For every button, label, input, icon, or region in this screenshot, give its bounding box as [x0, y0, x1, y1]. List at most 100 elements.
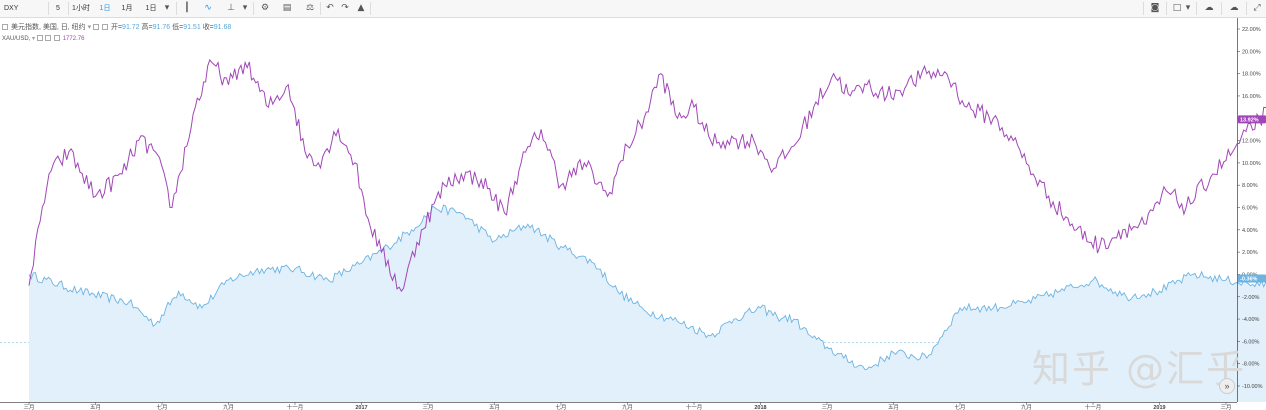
x-tick-label: 十一月 — [287, 403, 304, 410]
low-value: 91.51 — [183, 24, 201, 31]
low-label: 低= — [172, 24, 184, 31]
x-tick-label: 七月 — [954, 403, 965, 410]
chart-area[interactable]: 22.00%20.00%18.00%16.00%14.00%12.00%10.0… — [0, 18, 1266, 410]
compare-dropdown-icon[interactable]: ▾ — [32, 36, 36, 42]
y-tick-label: 12.00% — [1242, 139, 1261, 145]
cloud-upload-icon[interactable]: ☁ — [1229, 3, 1239, 13]
close-icon[interactable] — [54, 35, 61, 42]
toolbar-divider — [1166, 2, 1167, 15]
y-tick-label: 2.00% — [1242, 250, 1258, 256]
toolbar-divider — [68, 2, 69, 15]
dropdown-icon[interactable]: ▾ — [164, 3, 170, 13]
toolbar-divider — [320, 2, 321, 15]
x-tick-label: 三月 — [23, 404, 34, 410]
layout-icon[interactable]: □ — [1172, 3, 1182, 13]
dxy-area-layer — [0, 205, 1266, 402]
symbol-input[interactable] — [2, 2, 46, 15]
redo-icon[interactable]: ↷ — [341, 3, 349, 13]
x-tick-label: 2018 — [754, 405, 766, 410]
dropdown-icon[interactable]: ▾ — [242, 3, 248, 13]
x-tick-label: 五月 — [489, 404, 500, 410]
toolbar-divider — [1143, 2, 1144, 15]
dxy-area-fill — [29, 205, 1266, 402]
eye-icon[interactable] — [36, 35, 43, 42]
compare-series-title: XAU/USD, — [2, 36, 31, 42]
y-tick-label: 20.00% — [1242, 49, 1261, 55]
toolbar-divider — [253, 2, 254, 15]
x-tick-label: 三月 — [1220, 404, 1231, 410]
indicators-icon[interactable]: ∿ — [204, 3, 212, 13]
y-tick-label: 8.00% — [1242, 183, 1258, 189]
toolbar: 5 1小时 1日 1月 1日 ▾ ┃ ∿ ⊥ ▾ ⚙ ▤ ⚖ ↶ ↷ ▲ ◙ □… — [0, 0, 1266, 18]
y-tick-label: -10.00% — [1242, 384, 1263, 390]
y-tick-label: 16.00% — [1242, 94, 1261, 100]
legend-settings-icon[interactable]: ▾ — [87, 24, 92, 31]
y-tick-label: 10.00% — [1242, 161, 1261, 167]
settings-icon[interactable] — [45, 35, 52, 42]
toolbar-divider — [1246, 2, 1247, 15]
settings-icon[interactable] — [102, 24, 108, 31]
x-tick-label: 九月 — [1021, 403, 1032, 410]
close-value: 91.68 — [213, 24, 232, 31]
series-lines-layer — [28, 58, 1266, 370]
scroll-to-realtime-button[interactable]: » — [1219, 378, 1235, 394]
dxy-last-value-badge — [1238, 274, 1266, 283]
toolbar-divider — [370, 2, 371, 15]
x-tick-label: 七月 — [156, 403, 167, 410]
dxy-last-value-label: -0.36% — [1240, 276, 1258, 282]
x-tick-label: 2017 — [355, 405, 367, 410]
y-tick-label: -6.00% — [1242, 339, 1260, 345]
x-tick-label: 十一月 — [686, 403, 703, 410]
candle-style-icon[interactable]: ┃ — [184, 3, 190, 13]
alert-icon[interactable]: ▲ — [357, 3, 365, 13]
dxy-series-line — [28, 204, 1266, 370]
y-tick-label: 4.00% — [1242, 228, 1258, 234]
x-tick-label: 七月 — [555, 403, 566, 410]
toolbar-divider — [1221, 2, 1222, 15]
main-series-title: 美元指数, 美国, 日, 纽约 — [10, 24, 86, 31]
open-value: 91.72 — [122, 24, 140, 31]
toolbar-divider — [48, 2, 49, 15]
y-tick-label: 18.00% — [1242, 72, 1261, 78]
y-tick-label: 22.00% — [1242, 27, 1261, 33]
undo-icon[interactable]: ↶ — [326, 3, 334, 13]
collapse-legend-icon[interactable] — [2, 24, 8, 31]
watermark: 知乎 @汇乎 — [1032, 347, 1247, 391]
x-tick-label: 九月 — [622, 403, 633, 410]
toolbar-divider — [176, 2, 177, 15]
x-tick-label: 九月 — [223, 403, 234, 410]
timeframe-1m[interactable]: 1月 — [121, 5, 133, 12]
x-tick-label: 三月 — [821, 404, 832, 410]
open-label: 开= — [110, 24, 123, 31]
compare-series-value: 1772.76 — [62, 36, 85, 42]
main-series-legend: 美元指数, 美国, 日, 纽约 ▾ 开=91.72 高=91.76 低=91.5… — [2, 22, 231, 32]
dropdown-icon[interactable]: ▾ — [1185, 3, 1191, 13]
xauusd-series-line — [28, 58, 1266, 293]
timeframe-day[interactable]: 1日 — [145, 5, 157, 12]
xauusd-last-value-label: 13.92% — [1240, 117, 1259, 123]
compare-value[interactable]: 5 — [56, 5, 60, 12]
camera-icon[interactable]: ◙ — [1150, 3, 1160, 13]
toolbar-divider — [1196, 2, 1197, 15]
time-axis: 三月 五月 七月 九月 十一月 2017 三月 五月 七月 九月 十一月 2018 三月 五月 七月 九月 十一… — [0, 402, 1237, 410]
compare-icon[interactable]: ⊥ — [227, 3, 235, 13]
xauusd-last-value-badge — [1238, 115, 1266, 124]
high-value: 91.76 — [152, 24, 171, 31]
y-tick-label: 6.00% — [1242, 206, 1258, 212]
chart-types-icon[interactable]: ▤ — [282, 3, 292, 13]
timeframe-1d[interactable]: 1日 — [99, 5, 111, 12]
timeframe-1h[interactable]: 1小时 — [72, 5, 90, 12]
y-tick-label: -2.00% — [1242, 295, 1260, 301]
high-label: 高= — [141, 24, 153, 31]
scale-icon[interactable]: ⚖ — [305, 3, 315, 13]
y-tick-label: -8.00% — [1242, 362, 1260, 368]
compare-series-legend: XAU/USD, ▾ 1772.76 — [2, 35, 84, 42]
x-tick-label: 五月 — [90, 404, 101, 410]
x-tick-label: 五月 — [888, 404, 899, 410]
fullscreen-icon[interactable]: ⤢ — [1253, 3, 1261, 13]
settings-icon[interactable]: ⚙ — [260, 3, 270, 13]
x-tick-label: 2019 — [1153, 405, 1165, 410]
x-tick-label: 十一月 — [1085, 403, 1102, 410]
cloud-icon[interactable]: ☁ — [1204, 3, 1214, 13]
eye-icon[interactable] — [93, 24, 100, 31]
